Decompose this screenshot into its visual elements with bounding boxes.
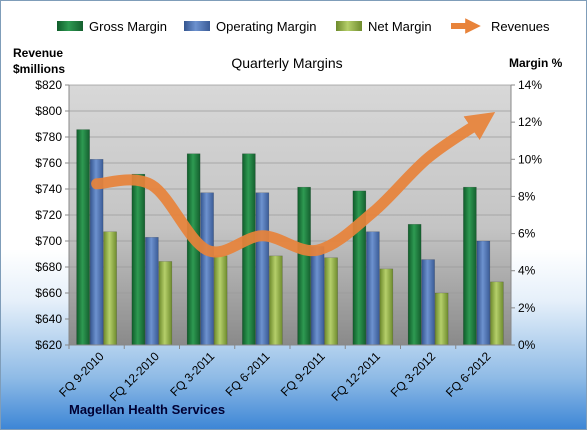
- left-tick-label: $680: [35, 260, 62, 274]
- left-axis-title-line2: $millions: [13, 62, 65, 76]
- right-tick-label: 4%: [518, 264, 536, 278]
- bar-net-margin: [379, 268, 394, 346]
- bar-operating-margin: [200, 192, 214, 346]
- x-tick-label: FQ 12-2010: [107, 349, 162, 404]
- legend-label-net-margin: Net Margin: [368, 19, 432, 34]
- left-tick-label: $820: [35, 78, 62, 92]
- x-tick-label: FQ 12-2011: [328, 349, 383, 404]
- bar-operating-margin: [366, 231, 380, 346]
- right-tick-label: 14%: [518, 78, 542, 92]
- legend-swatch-operating-margin: [184, 21, 210, 31]
- bar-series: [76, 129, 504, 346]
- bar-gross-margin: [297, 186, 311, 346]
- right-tick-label: 8%: [518, 189, 536, 203]
- x-tick-label: FQ 9-2010: [56, 349, 107, 400]
- bar-gross-margin: [242, 153, 256, 346]
- left-tick-label: $720: [35, 208, 62, 222]
- left-tick-label: $760: [35, 156, 62, 170]
- x-axis-ticks: FQ 9-2010 FQ 12-2010 FQ 3-2011 FQ 6-2011 FQ …: [56, 345, 494, 404]
- bar-net-margin: [490, 281, 504, 346]
- legend-label-revenues: Revenues: [491, 19, 550, 34]
- bar-gross-margin: [131, 173, 146, 346]
- right-tick-label: 6%: [518, 227, 536, 241]
- bar-operating-margin: [310, 246, 325, 346]
- bar-operating-margin: [145, 237, 159, 346]
- bar-net-margin: [158, 261, 173, 346]
- bar-operating-margin: [476, 240, 491, 346]
- x-tick-label: FQ 3-2011: [167, 349, 217, 399]
- bar-gross-margin: [463, 186, 477, 346]
- x-tick-label: FQ 6-2011: [223, 349, 273, 399]
- bar-net-margin: [103, 231, 117, 346]
- revenues-line-path: [91, 112, 496, 258]
- left-tick-label: $640: [35, 312, 62, 326]
- bar-net-margin: [324, 257, 338, 346]
- chart-title: Quarterly Margins: [231, 55, 342, 71]
- bar-net-margin: [213, 255, 228, 346]
- left-tick-label: $780: [35, 130, 62, 144]
- legend-label-operating-margin: Operating Margin: [216, 19, 316, 34]
- legend: Gross Margin Operating Margin Net Margin…: [57, 18, 550, 34]
- left-axis-title-line1: Revenue: [13, 46, 63, 60]
- legend-swatch-net-margin: [336, 21, 362, 31]
- bar-operating-margin: [255, 192, 270, 346]
- left-axis-ticks: $620 $640 $660 $680 $700 $720 $740 $760 $780 $800…: [35, 78, 69, 352]
- legend-label-gross-margin: Gross Margin: [89, 19, 167, 34]
- x-tick-label: FQ 3-2012: [388, 349, 439, 400]
- right-tick-label: 10%: [518, 152, 542, 166]
- right-tick-label: 2%: [518, 301, 536, 315]
- bar-net-margin: [434, 292, 449, 346]
- bar-gross-margin: [407, 224, 422, 346]
- footer-company-name: Magellan Health Services: [69, 402, 225, 417]
- bar-net-margin: [269, 255, 283, 346]
- left-tick-label: $740: [35, 182, 62, 196]
- left-tick-label: $800: [35, 104, 62, 118]
- revenues-line: [91, 112, 496, 258]
- right-tick-label: 12%: [518, 115, 542, 129]
- legend-swatch-gross-margin: [57, 21, 83, 31]
- left-tick-label: $660: [35, 286, 62, 300]
- bar-gross-margin: [76, 129, 90, 346]
- x-tick-label: FQ 9-2011: [278, 349, 328, 399]
- x-tick-label: FQ 6-2012: [443, 349, 494, 400]
- left-tick-label: $620: [35, 338, 62, 352]
- left-tick-label: $700: [35, 234, 62, 248]
- right-axis-title: Margin %: [509, 56, 563, 70]
- right-axis-ticks: 0% 2% 4% 6% 8% 10% 12% 14%: [511, 78, 542, 352]
- bar-operating-margin: [421, 259, 435, 346]
- right-tick-label: 0%: [518, 338, 536, 352]
